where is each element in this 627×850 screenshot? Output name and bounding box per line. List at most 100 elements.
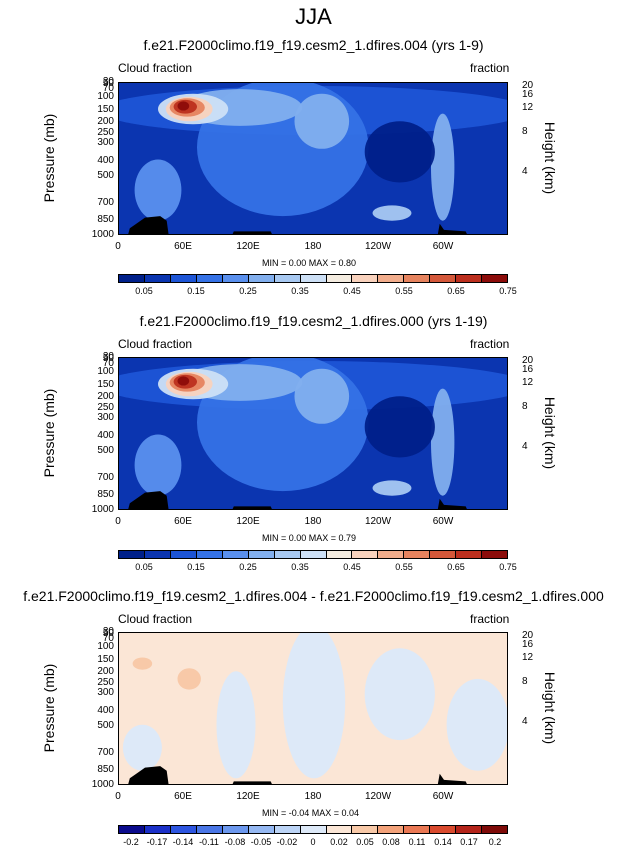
colorbar-swatch	[430, 275, 457, 282]
colorbar-swatch	[119, 826, 145, 833]
colorbar-swatch	[378, 826, 405, 833]
colorbar-swatch	[326, 275, 353, 282]
height-tick: 8	[522, 126, 528, 137]
contour-region	[134, 159, 182, 221]
colorbar-label: 0.65	[447, 286, 465, 296]
longitude-tick: 180	[304, 241, 322, 252]
colorbar-label: 0.55	[395, 562, 413, 572]
colorbar-swatch	[300, 826, 327, 833]
pressure-tick: 200	[97, 665, 114, 677]
pressure-tick: 1000	[91, 229, 114, 240]
colorbar-label: 0.25	[239, 562, 257, 572]
colorbar-label: 0.45	[343, 286, 361, 296]
colorbar-label: 0.14	[434, 837, 452, 847]
pressure-tick: 850	[97, 488, 114, 500]
right-annotation: fraction	[470, 61, 510, 75]
y-axis-label: Pressure (mb)	[41, 663, 57, 752]
colorbar-label: 0.25	[239, 286, 257, 296]
colorbar-swatch	[404, 275, 431, 282]
pressure-tick: 50	[102, 353, 114, 365]
heatmap-plot	[118, 632, 508, 785]
colorbar-swatch	[144, 551, 171, 558]
colorbar-swatch	[326, 551, 353, 558]
colorbar-label: 0.45	[343, 562, 361, 572]
colorbar-label: 0.75	[499, 562, 517, 572]
colorbar-label: -0.2	[123, 837, 139, 847]
heatmap-svg	[119, 83, 507, 234]
colorbar-label: -0.02	[276, 837, 298, 847]
colorbar-label: -0.17	[146, 837, 168, 847]
longitude-tick: 60W	[432, 241, 454, 252]
colorbar-label: 0.15	[187, 286, 205, 296]
longitude-tick: 120W	[364, 516, 392, 527]
contour-region	[282, 633, 346, 779]
pressure-tick: 200	[97, 115, 114, 127]
longitude-tick: 180	[304, 791, 322, 802]
y-axis-label-right: Height (km)	[542, 671, 558, 744]
colorbar-swatch	[300, 275, 327, 282]
pressure-tick: 70	[102, 632, 114, 644]
pressure-tick: 250	[97, 401, 114, 413]
colorbar-label: 0.02	[330, 837, 348, 847]
contour-region	[294, 93, 350, 149]
height-tick: 12	[522, 377, 534, 388]
y-axis-label-right: Height (km)	[542, 396, 558, 469]
colorbar-swatch	[196, 551, 223, 558]
colorbar-label: 0.05	[135, 562, 153, 572]
height-tick: 4	[522, 716, 528, 727]
heatmap-plot	[118, 82, 508, 235]
pressure-tick: 250	[97, 676, 114, 688]
colorbar-label: 0.05	[135, 286, 153, 296]
height-tick: 12	[522, 102, 534, 113]
height-tick: 12	[522, 652, 534, 663]
y-axis-label-right: Height (km)	[542, 121, 558, 194]
colorbar-swatch	[274, 275, 301, 282]
pressure-tick: 70	[102, 82, 114, 94]
colorbar-swatch	[482, 826, 508, 833]
colorbar-swatch	[456, 826, 483, 833]
pressure-tick: 300	[97, 136, 114, 148]
height-tick: 8	[522, 401, 528, 412]
longitude-tick: 60E	[174, 791, 192, 802]
longitude-tick: 60W	[432, 791, 454, 802]
contour-region	[431, 388, 455, 496]
height-tick: 8	[522, 676, 528, 687]
contour-region	[364, 396, 435, 458]
pressure-tick: 150	[97, 103, 114, 115]
y-axis-label: Pressure (mb)	[41, 113, 57, 202]
colorbar-swatch	[352, 275, 379, 282]
pressure-tick: 250	[97, 126, 114, 138]
longitude-tick: 0	[115, 241, 121, 252]
colorbar-swatch	[274, 551, 301, 558]
height-tick: 20	[522, 80, 534, 91]
colorbar-swatch	[300, 551, 327, 558]
left-annotation: Cloud fraction	[118, 337, 193, 351]
pressure-tick: 100	[97, 640, 114, 652]
min-max-stats: MIN = -0.04 MAX = 0.04	[262, 808, 360, 818]
topography	[128, 216, 467, 234]
longitude-tick: 0	[115, 516, 121, 527]
height-tick: 16	[522, 364, 534, 375]
colorbar-swatch	[170, 275, 197, 282]
colorbar-swatch	[248, 826, 275, 833]
longitude-tick: 180	[304, 516, 322, 527]
colorbar-swatch	[248, 551, 275, 558]
pressure-tick: 30	[102, 351, 114, 362]
colorbar-label: -0.11	[199, 837, 219, 847]
contour-region	[364, 121, 435, 183]
colorbar-label: 0.65	[447, 562, 465, 572]
contour-region	[372, 205, 412, 221]
colorbar-swatch	[222, 551, 249, 558]
heatmap-svg	[119, 358, 507, 509]
colorbar-swatch	[456, 275, 483, 282]
pressure-tick: 1000	[91, 504, 114, 515]
contour-region	[216, 671, 256, 779]
heatmap-svg	[119, 633, 507, 784]
pressure-tick: 300	[97, 411, 114, 423]
min-max-stats: MIN = 0.00 MAX = 0.79	[262, 533, 357, 543]
colorbar-swatch	[196, 275, 223, 282]
colorbar-swatch	[119, 551, 145, 558]
colorbar-label: 0.35	[291, 286, 309, 296]
topography	[128, 491, 467, 509]
pressure-tick: 150	[97, 378, 114, 390]
